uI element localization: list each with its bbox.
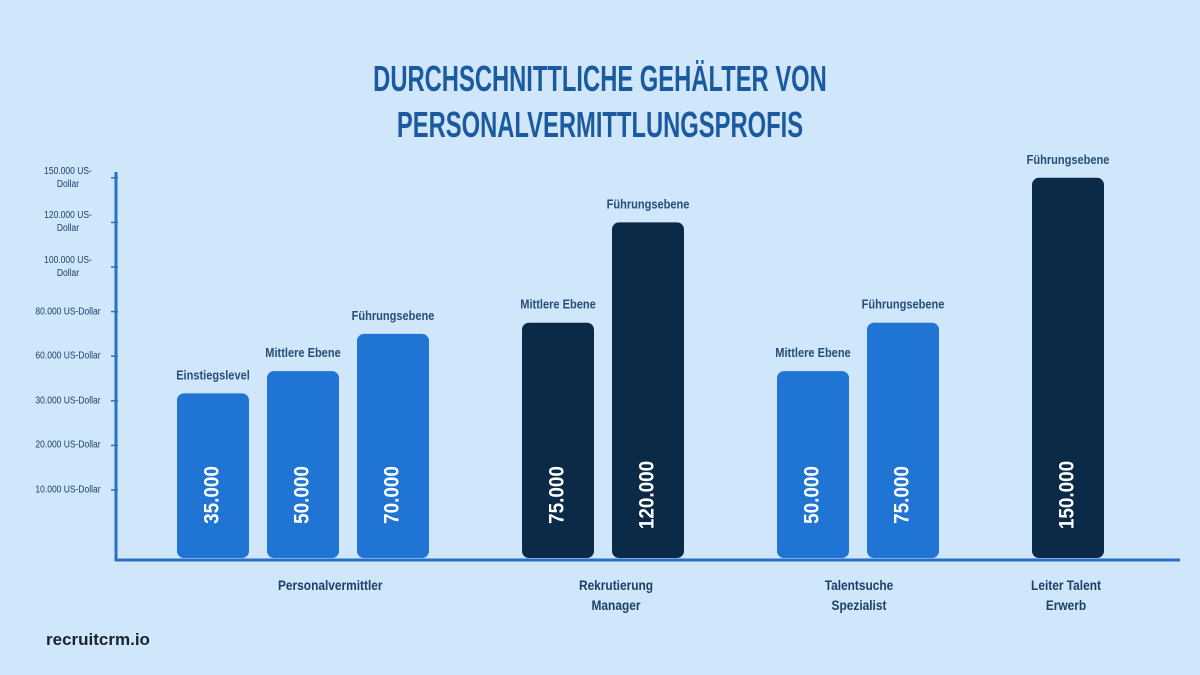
bar (612, 222, 684, 558)
y-tick-label: 30.000 US-Dollar (35, 395, 101, 407)
bar-value-label: 70.000 (381, 466, 404, 524)
bar-level-label: Mittlere Ebene (520, 297, 596, 312)
bar (177, 393, 249, 558)
y-tick-label: 10.000 US-Dollar (35, 484, 101, 496)
bar-value-label: 150.000 (1056, 461, 1079, 529)
bar-level-label: Mittlere Ebene (265, 345, 341, 360)
bar-level-label: Führungsebene (1027, 152, 1110, 167)
bar-value-label: 50.000 (801, 466, 824, 524)
group-label: Talentsuche Spezialist (824, 577, 894, 613)
group-label: Leiter Talent Erwerb (1031, 577, 1101, 613)
bar-level-label: Mittlere Ebene (775, 345, 851, 360)
bar (1032, 177, 1104, 559)
y-tick-label: 100.000 US-Dollar (44, 255, 92, 279)
y-tick-label: 150.000 US-Dollar (44, 165, 92, 190)
bar-value-label: 120.000 (636, 461, 659, 529)
y-tick-label: 20.000 US-Dollar (35, 439, 101, 451)
bar-level-label: Einstiegslevel (176, 368, 250, 383)
bar-value-label: 35.000 (201, 466, 224, 524)
bar-level-label: Führungsebene (862, 297, 945, 312)
bar (867, 322, 939, 558)
bar-value-label: 75.000 (546, 466, 569, 524)
chart-title: DURCHSCHNITTLICHE GEHÄLTER VON PERSONALV… (373, 58, 827, 145)
bar (522, 322, 594, 558)
y-tick-label: 80.000 US-Dollar (35, 306, 101, 318)
bar-value-label: 50.000 (291, 466, 314, 524)
bar (777, 371, 849, 558)
footer: recruitcrm.io (46, 630, 150, 649)
bar-level-label: Führungsebene (607, 197, 690, 212)
bar-level-label: Führungsebene (352, 308, 435, 323)
y-tick-label: 120.000 US-Dollar (44, 210, 92, 235)
group-label: Rekrutierung Manager (578, 577, 654, 613)
bar-value-label: 75.000 (891, 466, 914, 524)
bar (267, 371, 339, 558)
group-label: Personalvermittler (278, 577, 383, 593)
bar (357, 333, 429, 558)
y-tick-label: 60.000 US-Dollar (35, 350, 101, 362)
